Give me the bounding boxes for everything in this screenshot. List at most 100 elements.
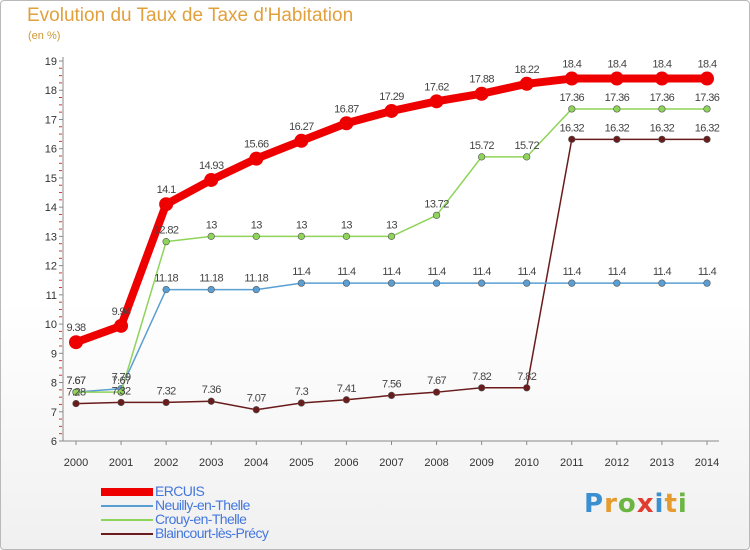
data-point-blaincourt-l-s-pr-cy (252, 406, 260, 414)
data-label-neuilly-en-thelle: 7.67 (66, 375, 85, 387)
x-tick-label: 2002 (154, 457, 178, 469)
data-point-ercuis (339, 116, 354, 131)
data-label-blaincourt-l-s-pr-cy: 7.82 (472, 371, 491, 383)
data-point-crouy-en-thelle (432, 211, 441, 219)
data-point-blaincourt-l-s-pr-cy (703, 135, 711, 143)
y-tick-label: 12 (45, 261, 57, 273)
data-point-crouy-en-thelle (342, 232, 351, 240)
data-point-blaincourt-l-s-pr-cy (297, 399, 305, 407)
data-label-neuilly-en-thelle: 11.4 (653, 266, 672, 278)
data-label-blaincourt-l-s-pr-cy: 16.32 (695, 122, 720, 134)
data-label-crouy-en-thelle: 13 (386, 219, 398, 231)
chart-title: Evolution du Taux de Taxe d'Habitation (27, 5, 354, 26)
x-tick-label: 2006 (334, 457, 358, 469)
x-tick-label: 2010 (514, 457, 538, 469)
data-point-crouy-en-thelle (658, 105, 666, 113)
logo-letter: r (604, 489, 618, 519)
data-label-blaincourt-l-s-pr-cy: 7.07 (247, 393, 266, 405)
legend-swatch (101, 505, 153, 507)
data-point-blaincourt-l-s-pr-cy (432, 388, 441, 396)
data-point-blaincourt-l-s-pr-cy (387, 391, 396, 400)
data-label-ercuis: 17.29 (379, 91, 404, 103)
y-tick-label: 15 (45, 173, 57, 185)
x-tick-label: 2011 (560, 457, 584, 469)
data-point-ercuis (519, 76, 534, 91)
data-label-neuilly-en-thelle: 11.18 (154, 273, 178, 285)
data-point-neuilly-en-thelle (613, 279, 621, 287)
data-label-neuilly-en-thelle: 11.4 (698, 266, 717, 278)
data-label-ercuis: 16.27 (289, 121, 314, 133)
data-label-neuilly-en-thelle: 11.18 (199, 273, 223, 285)
data-point-crouy-en-thelle (387, 232, 396, 240)
data-point-ercuis (294, 133, 309, 148)
data-label-blaincourt-l-s-pr-cy: 7.41 (337, 383, 356, 395)
legend-swatch (101, 533, 153, 535)
data-point-ercuis (429, 94, 444, 109)
series-line-crouy-en-thelle (75, 108, 708, 393)
data-point-neuilly-en-thelle (162, 285, 170, 294)
data-label-ercuis: 14.93 (199, 160, 224, 172)
data-label-neuilly-en-thelle: 11.4 (608, 266, 627, 278)
data-point-crouy-en-thelle (117, 388, 125, 396)
x-tick-label: 2007 (379, 457, 403, 469)
data-point-ercuis (249, 151, 264, 166)
data-label-neuilly-en-thelle: 7.79 (112, 372, 131, 384)
logo-letter: P (584, 489, 605, 519)
series-line-neuilly-en-thelle (75, 282, 708, 393)
data-label-ercuis: 9.38 (66, 322, 85, 334)
x-tick-label: 2001 (109, 457, 133, 469)
data-label-crouy-en-thelle: 15.72 (469, 140, 494, 152)
data-label-blaincourt-l-s-pr-cy: 16.32 (605, 122, 630, 134)
data-label-neuilly-en-thelle: 11.4 (292, 266, 311, 278)
data-point-blaincourt-l-s-pr-cy (117, 398, 125, 407)
data-label-crouy-en-thelle: 12.82 (154, 225, 179, 237)
data-label-crouy-en-thelle: 17.36 (695, 92, 720, 104)
data-point-neuilly-en-thelle (432, 279, 441, 287)
data-point-ercuis (609, 71, 624, 86)
logo-letter: o (617, 489, 637, 519)
data-point-blaincourt-l-s-pr-cy (342, 396, 351, 404)
y-tick-label: 14 (45, 202, 57, 214)
data-label-ercuis: 9.94 (112, 306, 131, 318)
data-point-crouy-en-thelle (523, 153, 531, 161)
legend-label: Crouy-en-Thelle (155, 511, 247, 527)
data-label-crouy-en-thelle: 13 (296, 219, 308, 231)
data-label-neuilly-en-thelle: 11.4 (563, 266, 582, 278)
y-tick-label: 16 (45, 144, 57, 156)
data-point-crouy-en-thelle (568, 105, 576, 113)
data-point-neuilly-en-thelle (297, 279, 305, 287)
data-label-neuilly-en-thelle: 11.4 (337, 266, 356, 278)
data-point-crouy-en-thelle (72, 388, 80, 396)
data-point-blaincourt-l-s-pr-cy (162, 398, 170, 407)
logo-letter: i (677, 489, 688, 519)
data-label-ercuis: 14.1 (157, 184, 176, 196)
x-tick-label: 2014 (695, 457, 719, 469)
data-point-blaincourt-l-s-pr-cy (568, 135, 576, 143)
data-label-ercuis: 17.62 (424, 81, 449, 93)
legend-swatch (101, 488, 153, 496)
logo-letter: x (636, 489, 655, 519)
data-point-neuilly-en-thelle (703, 279, 711, 287)
data-label-ercuis: 15.66 (244, 139, 269, 151)
data-label-neuilly-en-thelle: 11.4 (427, 266, 446, 278)
data-point-crouy-en-thelle (703, 105, 711, 113)
data-point-crouy-en-thelle (613, 105, 621, 113)
data-label-blaincourt-l-s-pr-cy: 7.56 (382, 378, 401, 390)
data-label-ercuis: 17.88 (469, 74, 494, 86)
data-label-crouy-en-thelle: 17.36 (650, 92, 675, 104)
data-label-crouy-en-thelle: 13 (251, 219, 263, 231)
y-tick-label: 8 (51, 378, 57, 390)
data-label-crouy-en-thelle: 13 (341, 219, 353, 231)
data-label-blaincourt-l-s-pr-cy: 7.82 (517, 371, 536, 383)
data-label-crouy-en-thelle: 17.36 (605, 92, 630, 104)
y-tick-label: 19 (45, 56, 57, 68)
data-label-blaincourt-l-s-pr-cy: 7.3 (295, 386, 309, 398)
data-label-neuilly-en-thelle: 11.4 (473, 266, 492, 278)
data-label-blaincourt-l-s-pr-cy: 7.67 (427, 375, 446, 387)
data-point-ercuis (159, 197, 174, 212)
data-label-crouy-en-thelle: 7.67 (112, 375, 131, 387)
data-point-blaincourt-l-s-pr-cy (658, 135, 666, 143)
legend-label: Blaincourt-lès-Précy (155, 525, 269, 541)
